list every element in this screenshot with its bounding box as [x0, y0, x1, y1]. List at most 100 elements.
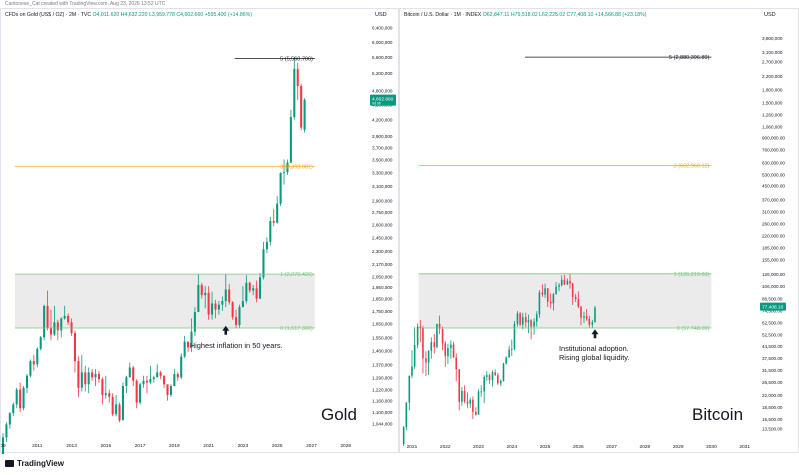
gold-candle-body — [293, 68, 296, 118]
bitcoin-candle-body — [436, 323, 438, 348]
bitcoin-x-tick-label: 2021 — [407, 444, 418, 450]
bitcoin-annotation-text: Institutional adoption. — [559, 344, 629, 353]
bitcoin-y-tick-label: 37,500.00 — [762, 356, 783, 361]
gold-candle-body — [87, 372, 90, 385]
bitcoin-y-tick-label: 900,000.00 — [762, 136, 785, 141]
gold-candle-body — [39, 337, 42, 349]
bitcoin-y-tick-label: 13,500.00 — [762, 427, 783, 432]
tradingview-brand: TradingView — [17, 459, 64, 468]
gold-candle-body — [63, 315, 66, 319]
bitcoin-chart-panel[interactable]: 5 (2,880,396.89) 3 (602,960.12) 1 (126,219… — [399, 8, 799, 453]
gold-candle-body — [211, 303, 214, 315]
gold-level-label: 1 (2,070.426) — [280, 272, 313, 278]
gold-x-tick-label: 2015 — [100, 443, 111, 449]
bitcoin-candle-body — [411, 366, 413, 376]
gold-candle-body — [43, 305, 46, 338]
gold-candle-body — [49, 327, 53, 335]
gold-candle-body — [73, 333, 76, 362]
bitcoin-candle-body — [433, 342, 436, 348]
gold-candle-body — [252, 288, 255, 291]
bitcoin-candle-body — [535, 314, 538, 322]
gold-candle-body — [197, 284, 200, 313]
bitcoin-candle-body — [463, 390, 466, 402]
gold-candle-body — [238, 307, 241, 325]
gold-y-tick-label: 6,000,000 — [372, 40, 393, 45]
gold-y-tick-label: 1,370,000 — [372, 362, 393, 367]
gold-candle-body — [166, 384, 169, 396]
gold-x-tick-label: 2027 — [306, 443, 317, 449]
gold-y-tick-label: 3,700,000 — [372, 145, 393, 150]
gold-candle-body — [22, 387, 25, 409]
bitcoin-y-tick-label: 630,000.00 — [762, 160, 785, 165]
bitcoin-y-tick-label: 3,800,000 — [762, 36, 783, 41]
bitcoin-candle-body — [585, 316, 588, 319]
gold-candle-body — [272, 221, 275, 223]
bitcoin-candle-body — [427, 350, 430, 363]
bitcoin-y-tick-label: 52,500.00 — [762, 333, 783, 338]
gold-level-label: 5 (5,560.706) — [280, 56, 313, 62]
bitcoin-candle-body — [425, 358, 427, 363]
bitcoin-candle-body — [422, 328, 424, 359]
bitcoin-title: Bitcoin / U.S. Dollar · 1M · INDEX O62,8… — [404, 12, 646, 18]
footer: TradingView — [0, 453, 799, 475]
gold-candle-body — [180, 356, 183, 378]
gold-currency: USD — [375, 12, 387, 18]
gold-y-tick-label: 1,044,000 — [372, 422, 393, 427]
bitcoin-y-tick-label: 88,500.00 — [762, 296, 783, 301]
gold-candle-body — [265, 241, 268, 250]
bitcoin-candle-body — [508, 349, 510, 358]
gold-candle-body — [115, 404, 118, 415]
gold-candle-body — [36, 348, 39, 365]
bitcoin-candle-body — [591, 322, 594, 325]
bitcoin-candle-body — [441, 328, 444, 344]
gold-candle-body — [132, 367, 135, 381]
bitcoin-y-tick-label: 18,500.00 — [762, 405, 783, 410]
bitcoin-candle-body — [516, 313, 519, 324]
bitcoin-chart-svg[interactable]: 5 (2,880,396.89) 3 (602,960.12) 1 (126,219… — [400, 9, 799, 454]
bitcoin-price-label: 77,408.10 — [762, 305, 784, 311]
bitcoin-candle-body — [486, 375, 488, 377]
bitcoin-candle-body — [455, 357, 458, 370]
bitcoin-y-tick-label: 1,800,000 — [762, 88, 783, 93]
gold-chart-svg[interactable]: 5 (5,560.706) 3 (3,393.081) 1 (2,070.426) 0… — [1, 9, 400, 454]
gold-candle-body — [279, 172, 282, 204]
bitcoin-candle-body — [444, 343, 447, 357]
gold-candle-body — [224, 289, 227, 302]
bitcoin-candle-body — [533, 321, 535, 327]
bitcoin-title-main: Bitcoin / U.S. Dollar · 1M · INDEX — [404, 12, 482, 18]
bitcoin-y-tick-label: 2,200,000 — [762, 74, 783, 79]
gold-candle-body — [108, 393, 111, 397]
gold-candle-body — [221, 301, 224, 305]
tradingview-logo[interactable]: TradingView — [5, 459, 64, 468]
gold-y-tick-label: 2,300,000 — [372, 249, 393, 254]
gold-x-tick-label: 2019 — [169, 443, 180, 449]
bitcoin-y-tick-label: 3,100,000 — [762, 50, 783, 55]
gold-candle-body — [111, 396, 114, 415]
gold-candle-body — [128, 367, 131, 378]
gold-candle-body — [142, 380, 145, 385]
bitcoin-candle-body — [416, 326, 419, 345]
gold-y-tick-label: 1,160,000 — [372, 399, 393, 404]
gold-level-label: 3 (3,393.081) — [280, 164, 313, 170]
bitcoin-candle-body — [569, 280, 571, 284]
bitcoin-x-tick-label: 2023 — [473, 444, 484, 450]
gold-candle-body — [97, 374, 100, 380]
gold-candle-body — [245, 282, 248, 302]
gold-candle-body — [12, 404, 15, 414]
bitcoin-candle-body — [408, 375, 411, 403]
bitcoin-candle-body — [494, 372, 496, 376]
gold-y-tick-label: 1,750,000 — [372, 309, 393, 314]
gold-candle-body — [5, 424, 8, 438]
bitcoin-candle-body — [544, 288, 546, 295]
bitcoin-candle-body — [438, 323, 441, 329]
gold-candle-body — [60, 318, 63, 331]
gold-candle-body — [163, 375, 166, 385]
gold-y-tick-label: 1,850,000 — [372, 297, 393, 302]
gold-chart-panel[interactable]: 5 (5,560.706) 3 (3,393.081) 1 (2,070.426) 0… — [0, 8, 400, 454]
bitcoin-y-tick-label: 2,700,000 — [762, 60, 783, 65]
bitcoin-currency: USD — [764, 12, 776, 18]
gold-candle-body — [262, 249, 265, 278]
gold-candle-body — [121, 386, 124, 421]
gold-y-tick-label: 1,550,000 — [372, 335, 393, 340]
bitcoin-candle-body — [402, 427, 405, 445]
